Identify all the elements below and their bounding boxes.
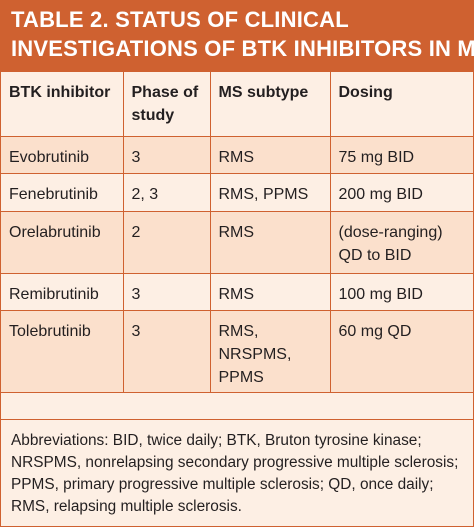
cell-subtype: RMS, PPMS	[209, 173, 331, 212]
cell-phase: 3	[122, 136, 211, 174]
column-header-dosing: Dosing	[329, 71, 473, 137]
cell-phase: 3	[122, 310, 211, 393]
cell-dosing: 60 mg QD	[329, 310, 473, 393]
cell-dosing: 100 mg BID	[329, 273, 473, 311]
column-header-subtype: MS subtype	[209, 71, 331, 137]
table-footnote: Abbreviations: BID, twice daily; BTK, Br…	[1, 419, 473, 526]
cell-phase: 3	[122, 273, 211, 311]
cell-inhibitor: Remibrutinib	[1, 273, 124, 311]
column-header-inhibitor: BTK inhibitor	[1, 71, 124, 137]
cell-subtype: RMS	[209, 136, 331, 174]
abbreviations-note: Abbreviations: BID, twice daily; BTK, Br…	[11, 432, 459, 515]
table-title-line-1: TABLE 2. STATUS OF CLINICAL	[11, 7, 349, 32]
cell-subtype: RMS	[209, 211, 331, 274]
cell-inhibitor: Tolebrutinib	[1, 310, 124, 393]
cell-dosing: (dose-ranging) QD to BID	[329, 211, 473, 274]
table-row: Tolebrutinib 3 RMS, NRSPMS, PPMS 60 mg Q…	[1, 310, 473, 393]
table-row: Fenebrutinib 2, 3 RMS, PPMS 200 mg BID	[1, 173, 473, 212]
cell-phase: 2	[122, 211, 211, 274]
header-row: BTK inhibitor Phase of study MS subtype …	[1, 71, 473, 137]
cell-dosing: 200 mg BID	[329, 173, 473, 212]
cell-inhibitor: Fenebrutinib	[1, 173, 124, 212]
table-title-line-2: INVESTIGATIONS OF BTK INHIBITORS IN MS	[11, 36, 474, 61]
cell-inhibitor: Evobrutinib	[1, 136, 124, 174]
cell-dosing: 75 mg BID	[329, 136, 473, 174]
table-row: Evobrutinib 3 RMS 75 mg BID	[1, 136, 473, 174]
btk-inhibitor-table: BTK inhibitor Phase of study MS subtype …	[1, 71, 473, 393]
cell-phase: 2, 3	[122, 173, 211, 212]
table-row: Remibrutinib 3 RMS 100 mg BID	[1, 273, 473, 311]
table-row: Orelabrutinib 2 RMS (dose-ranging) QD to…	[1, 211, 473, 274]
cell-subtype: RMS	[209, 273, 331, 311]
cell-inhibitor: Orelabrutinib	[1, 211, 124, 274]
column-header-phase: Phase of study	[122, 71, 211, 137]
cell-subtype: RMS, NRSPMS, PPMS	[209, 310, 331, 393]
table-title: TABLE 2. STATUS OF CLINICAL INVESTIGATIO…	[1, 1, 474, 71]
